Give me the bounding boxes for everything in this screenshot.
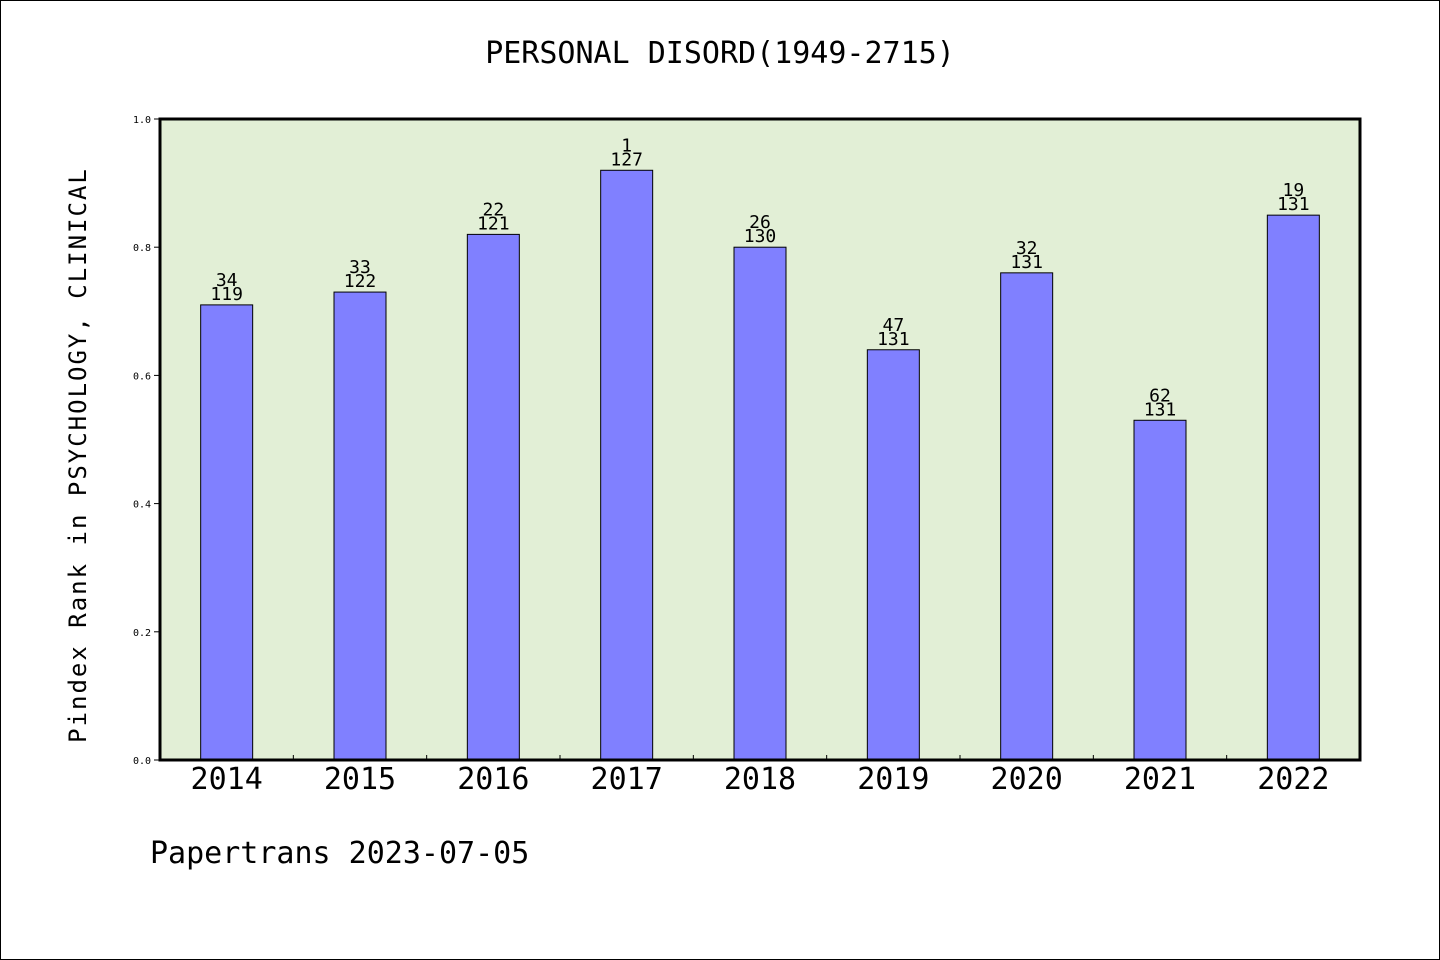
- bar-2016: [466, 233, 520, 761]
- x-tick-label-2018: 2018: [724, 762, 796, 797]
- bar-2022: [1266, 214, 1320, 761]
- y-tick-label-0.8: 0.8: [133, 243, 151, 254]
- rank-label-2019: 47: [882, 315, 904, 336]
- bar-2014: [200, 304, 254, 761]
- rank-label-2016: 22: [482, 199, 504, 220]
- x-tick-label-2017: 2017: [591, 762, 663, 797]
- x-tick-label-2015: 2015: [324, 762, 396, 797]
- bar-2018: [733, 246, 787, 761]
- bar-2020: [1000, 272, 1054, 761]
- y-tick-label-0.2: 0.2: [133, 628, 151, 639]
- x-tick-label-2016: 2016: [457, 762, 529, 797]
- x-axis: 2014 2015 2016 2017 2018 2019 2020 2021 2022: [191, 755, 1329, 797]
- total-label-2017: 127: [610, 149, 643, 170]
- x-tick-label-2022: 2022: [1257, 762, 1329, 797]
- rank-label-2020: 32: [1016, 238, 1038, 259]
- total-label-2021: 131: [1144, 399, 1177, 420]
- plot-border: [158, 117, 1362, 762]
- bars-layer: [200, 169, 1320, 761]
- x-tick-label-2014: 2014: [191, 762, 263, 797]
- x-tick-label-2020: 2020: [991, 762, 1063, 797]
- total-label-2014: 119: [210, 284, 243, 305]
- y-tick-label-0.6: 0.6: [133, 371, 151, 382]
- bar-2019: [866, 349, 920, 761]
- y-tick-label-0.0: 0.0: [133, 756, 151, 767]
- rank-label-2022: 19: [1282, 180, 1304, 201]
- total-label-2016: 121: [477, 213, 510, 234]
- total-label-2019: 131: [877, 329, 910, 350]
- bar-2017: [600, 169, 654, 761]
- rank-label-2018: 26: [749, 212, 771, 233]
- rank-label-2021: 62: [1149, 385, 1171, 406]
- total-label-2020: 131: [1010, 252, 1043, 273]
- total-label-2015: 122: [344, 271, 377, 292]
- rank-label-2017: 1: [621, 135, 632, 156]
- total-label-2018: 130: [744, 226, 777, 247]
- bar-2015: [333, 291, 387, 761]
- chart-title: PERSONAL DISORD(1949-2715): [485, 36, 955, 71]
- total-label-2022: 131: [1277, 194, 1310, 215]
- bar-labels-layer: 3411933122221211127261304713132131621311…: [210, 135, 1309, 420]
- x-tick-label-2021: 2021: [1124, 762, 1196, 797]
- y-axis: 0.0 0.2 0.4 0.6 0.8 1.0: [133, 115, 160, 767]
- y-tick-label-1.0: 1.0: [133, 115, 151, 126]
- bar-2021: [1133, 419, 1187, 761]
- rank-label-2015: 33: [349, 257, 371, 278]
- y-tick-label-0.4: 0.4: [133, 500, 151, 511]
- footer-credit: Papertrans 2023-07-05: [150, 836, 530, 871]
- rank-label-2014: 34: [216, 270, 238, 291]
- x-tick-label-2019: 2019: [857, 762, 929, 797]
